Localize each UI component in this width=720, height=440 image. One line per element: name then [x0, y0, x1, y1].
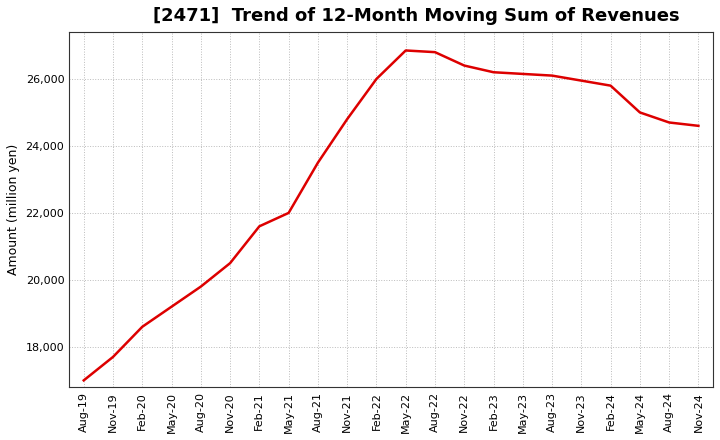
- Text: [2471]  Trend of 12-Month Moving Sum of Revenues: [2471] Trend of 12-Month Moving Sum of R…: [153, 7, 680, 25]
- Y-axis label: Amount (million yen): Amount (million yen): [7, 144, 20, 275]
